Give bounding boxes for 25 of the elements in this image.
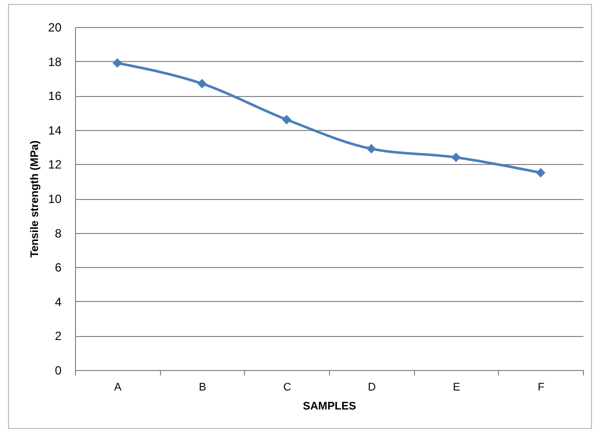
y-tick-label: 12 (48, 158, 62, 172)
x-tick-label: B (198, 382, 206, 394)
y-tick-label: 2 (54, 329, 62, 344)
y-tick-label: 16 (48, 89, 62, 104)
y-axis-title: Tensile strength (MPa) (29, 140, 42, 258)
x-tick-label: A (114, 382, 122, 394)
x-tick-label: E (452, 382, 460, 394)
point (366, 144, 376, 154)
y-tick-label: 10 (48, 192, 62, 206)
point (536, 168, 546, 178)
x-tick-label: D (368, 382, 376, 394)
y-tick-label: 6 (54, 260, 62, 275)
y-tick-label: 18 (48, 54, 62, 69)
y-tick-label: 8 (54, 226, 62, 240)
x-axis-title: SAMPLES (302, 400, 356, 412)
x-tick-label: C (283, 382, 292, 394)
x-tick-label: F (538, 382, 545, 394)
y-tick-label: 20 (48, 20, 62, 34)
point (197, 78, 207, 88)
y-tick-label: 4 (54, 294, 62, 309)
point (451, 152, 461, 162)
y-tick-label: 14 (48, 123, 62, 138)
y-tick-label: 0 (54, 364, 62, 378)
point (282, 114, 292, 124)
point (112, 58, 122, 68)
